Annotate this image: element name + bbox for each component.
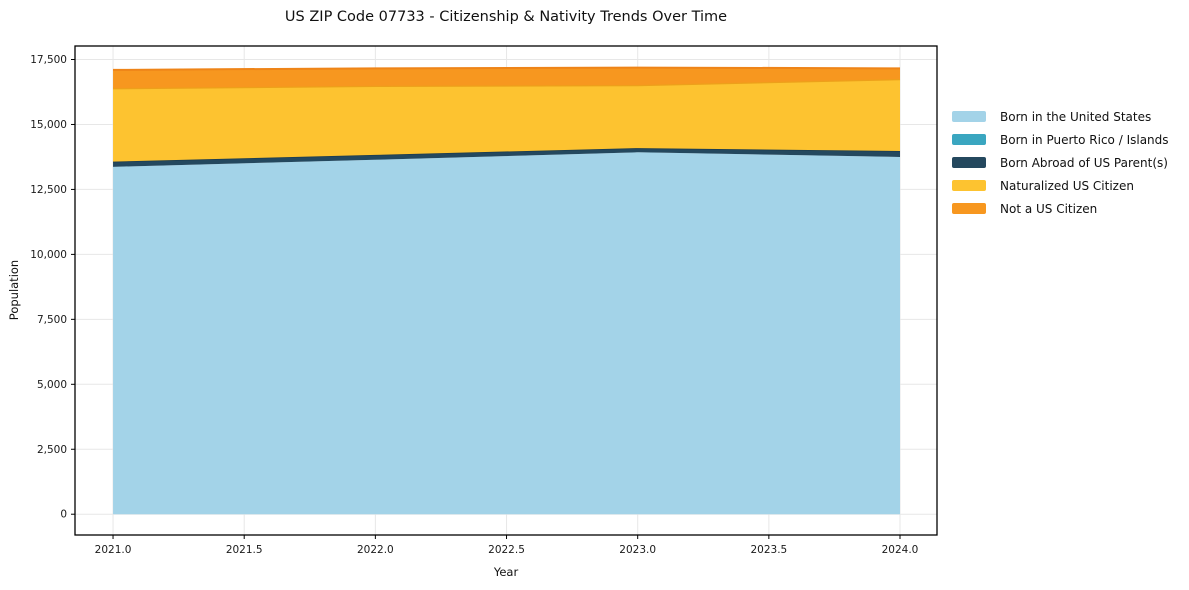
x-axis-label: Year <box>493 565 519 579</box>
legend-label: Born Abroad of US Parent(s) <box>1000 155 1168 170</box>
area-series-3 <box>113 78 901 162</box>
legend-item: Naturalized US Citizen <box>952 174 1169 197</box>
y-tick-label: 5,000 <box>37 379 67 391</box>
legend-swatch <box>952 203 986 214</box>
legend-item: Born in the United States <box>952 105 1169 128</box>
x-tick-label: 2022.0 <box>357 544 394 556</box>
areas <box>113 66 901 515</box>
legend-swatch <box>952 157 986 168</box>
x-tick-label: 2022.5 <box>488 544 525 556</box>
legend: Born in the United States Born in Puerto … <box>952 105 1169 220</box>
x-tick-label: 2021.5 <box>226 544 263 556</box>
legend-swatch <box>952 134 986 145</box>
spines <box>74 45 938 536</box>
legend-label: Born in Puerto Rico / Islands <box>1000 132 1169 147</box>
y-tick-label: 2,500 <box>37 444 67 456</box>
y-tick-label: 0 <box>60 509 67 521</box>
area-series-0 <box>113 152 901 515</box>
legend-swatch <box>952 180 986 191</box>
chart-title: US ZIP Code 07733 - Citizenship & Nativi… <box>284 9 728 25</box>
y-tick-label: 7,500 <box>37 314 67 326</box>
legend-label: Not a US Citizen <box>1000 201 1098 216</box>
legend-swatch <box>952 111 986 122</box>
y-axis-label: Population <box>7 259 21 321</box>
legend-item: Not a US Citizen <box>952 197 1169 220</box>
x-tick-label: 2024.0 <box>882 544 919 556</box>
area-edge-4 <box>113 66 901 71</box>
y-tick-label: 15,000 <box>30 119 67 131</box>
legend-item: Born in Puerto Rico / Islands <box>952 128 1169 151</box>
area-series-4 <box>113 67 901 89</box>
legend-label: Naturalized US Citizen <box>1000 178 1134 193</box>
legend-label: Born in the United States <box>1000 109 1152 124</box>
y-tick-label: 10,000 <box>30 249 67 261</box>
axis-ticks: 2021.0 2021.5 2022.0 2022.5 2023.0 2023.5 2024… <box>30 54 918 556</box>
x-tick-label: 2023.5 <box>750 544 787 556</box>
y-tick-label: 12,500 <box>30 184 67 196</box>
legend-item: Born Abroad of US Parent(s) <box>952 151 1169 174</box>
x-tick-label: 2021.0 <box>95 544 132 556</box>
area-series-2 <box>113 148 901 167</box>
x-tick-label: 2023.0 <box>619 544 656 556</box>
y-tick-label: 17,500 <box>30 54 67 66</box>
